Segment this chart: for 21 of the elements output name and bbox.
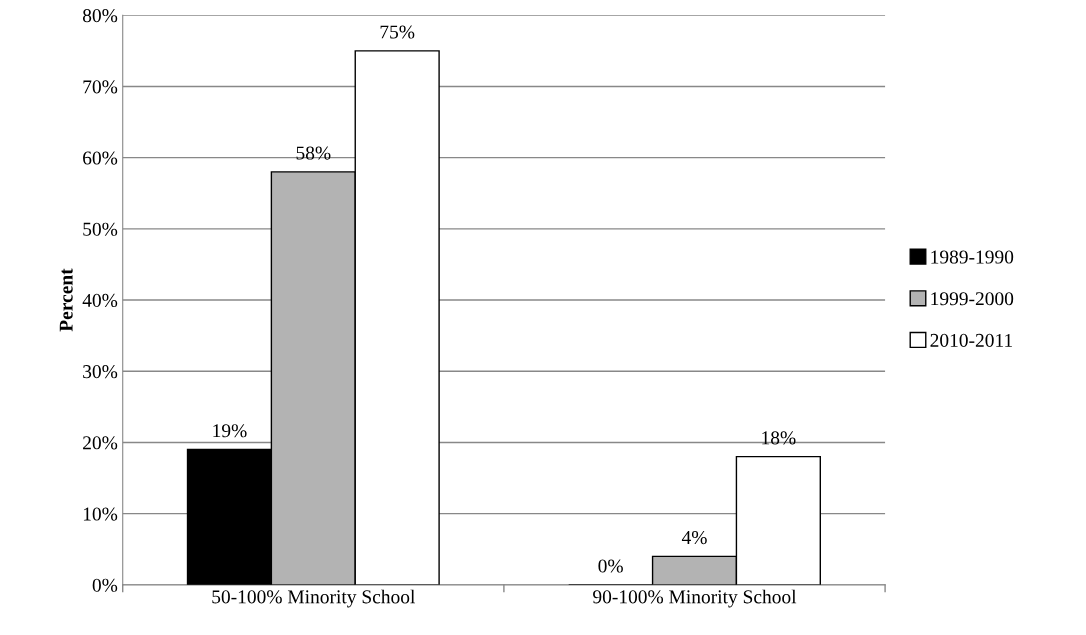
y-tick-label: 70% [83, 80, 118, 94]
y-axis-title: Percent [59, 268, 73, 332]
data-label: 19% [213, 424, 247, 438]
x-tick-label: 50-100% Minority School [212, 589, 415, 608]
y-tick-label: 10% [83, 507, 118, 521]
y-tick-label: 40% [82, 293, 118, 308]
data-label: 58% [296, 146, 331, 160]
y-tick-label: 60% [83, 151, 118, 165]
y-tick-label: 0% [92, 578, 118, 592]
y-tick-label: 30% [83, 365, 118, 379]
legend-label: 1989-1990 [931, 250, 1014, 264]
x-tick-label: 90-100% Minority School [593, 589, 797, 608]
y-tick-label: 80% [82, 9, 118, 23]
y-tick-label: 50% [83, 222, 118, 236]
legend-label: 2010-2011 [930, 333, 1013, 347]
data-label: 18% [762, 431, 796, 445]
data-label: 4% [681, 530, 707, 545]
y-tick-label: 20% [83, 436, 118, 450]
data-label: 75% [380, 25, 415, 39]
legend-label: 1999-2000 [931, 292, 1014, 306]
data-label: 0% [598, 559, 623, 573]
